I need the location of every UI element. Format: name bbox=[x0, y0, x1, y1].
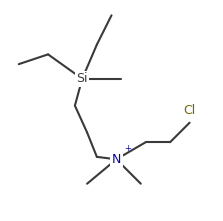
Text: +: + bbox=[124, 144, 131, 153]
Text: Si: Si bbox=[76, 72, 88, 85]
Text: Cl: Cl bbox=[184, 104, 196, 117]
Text: N: N bbox=[112, 153, 121, 166]
